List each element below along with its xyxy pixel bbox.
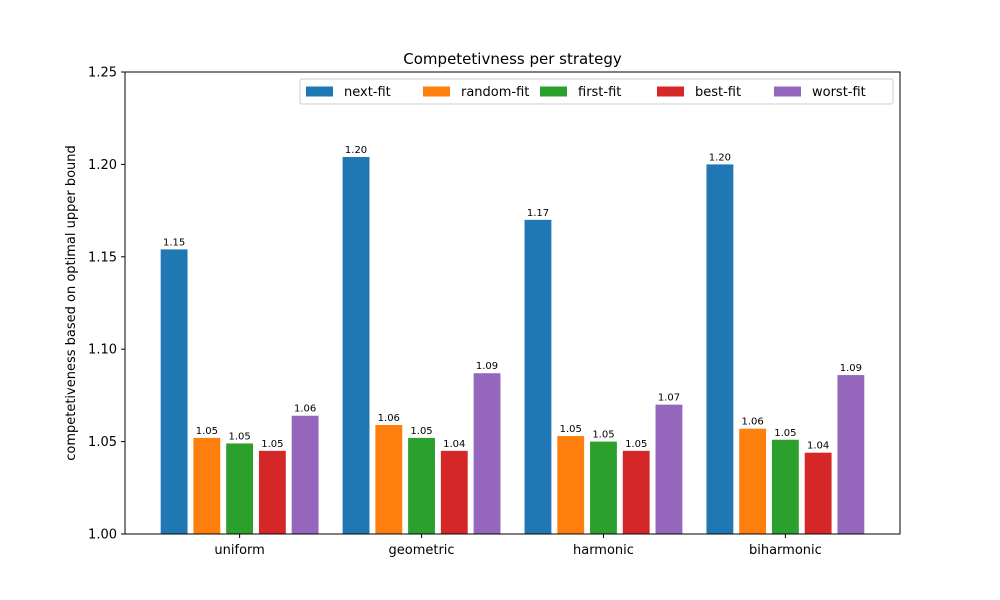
plot-frame xyxy=(124,71,901,535)
y-tick-label: 1.20 xyxy=(88,158,117,173)
bar-worst-fit-uniform xyxy=(291,415,319,534)
bar-value-label: 1.06 xyxy=(742,417,764,428)
bar-next-fit-biharmonic xyxy=(706,164,734,534)
bar-next-fit-harmonic xyxy=(524,219,552,534)
legend-swatch-worst-fit xyxy=(774,86,801,97)
bar-value-label: 1.17 xyxy=(527,208,549,219)
legend-swatch-random-fit xyxy=(423,86,450,97)
legend-label-next-fit: next-fit xyxy=(344,85,391,100)
bar-value-label: 1.20 xyxy=(709,152,731,163)
bar-value-label: 1.06 xyxy=(378,413,400,424)
bar-value-label: 1.04 xyxy=(807,441,829,452)
legend-frame xyxy=(299,78,894,105)
bar-value-label: 1.09 xyxy=(840,363,862,374)
bar-value-label: 1.05 xyxy=(774,428,796,439)
y-tick-label: 1.00 xyxy=(88,528,117,543)
legend-label-first-fit: first-fit xyxy=(578,85,621,100)
y-tick-label: 1.15 xyxy=(88,250,117,265)
legend-swatch-first-fit xyxy=(540,86,567,97)
bar-worst-fit-geometric xyxy=(473,373,501,534)
bar-best-fit-biharmonic xyxy=(804,452,832,534)
legend-label-random-fit: random-fit xyxy=(461,85,529,100)
bar-best-fit-geometric xyxy=(440,450,468,534)
bar-value-label: 1.05 xyxy=(625,439,647,450)
bar-value-label: 1.05 xyxy=(261,439,283,450)
bar-value-label: 1.07 xyxy=(658,393,680,404)
bar-value-label: 1.05 xyxy=(560,424,582,435)
legend-label-worst-fit: worst-fit xyxy=(812,85,866,100)
bar-value-label: 1.15 xyxy=(163,237,185,248)
bar-first-fit-biharmonic xyxy=(771,439,799,534)
legend-swatch-best-fit xyxy=(657,86,684,97)
bar-best-fit-uniform xyxy=(258,450,286,534)
chart-title: Competetivness per strategy xyxy=(403,50,622,68)
bar-value-label: 1.09 xyxy=(476,361,498,372)
x-tick-label: harmonic xyxy=(573,543,634,558)
bar-first-fit-harmonic xyxy=(590,441,617,534)
bar-labels-group: 1.15 1.05 1.05 1.05 1.06 1.20 1.06 1.05 1.04 1.09… xyxy=(163,145,862,452)
legend-swatch-next-fit xyxy=(306,86,333,97)
bar-worst-fit-biharmonic xyxy=(837,375,865,534)
bars-group xyxy=(160,157,865,534)
bar-value-label: 1.05 xyxy=(592,430,614,441)
bar-next-fit-geometric xyxy=(342,157,370,534)
x-tick-label: geometric xyxy=(389,543,455,558)
bar-random-fit-biharmonic xyxy=(739,428,767,534)
legend: next-fit random-fit first-fit best-fit worst… xyxy=(299,78,894,105)
bar-first-fit-uniform xyxy=(226,443,254,534)
bar-value-label: 1.05 xyxy=(410,426,432,437)
bar-value-label: 1.20 xyxy=(345,145,367,156)
bar-value-label: 1.04 xyxy=(443,439,465,450)
bar-random-fit-uniform xyxy=(193,437,221,534)
bar-value-label: 1.05 xyxy=(196,426,218,437)
y-axis: 1.00 1.05 1.10 1.15 1.20 1.25 xyxy=(88,66,125,543)
bar-next-fit-uniform xyxy=(160,249,188,534)
x-tick-label: uniform xyxy=(214,543,264,558)
y-tick-label: 1.10 xyxy=(88,343,117,358)
bar-first-fit-geometric xyxy=(408,437,435,534)
x-tick-label: biharmonic xyxy=(749,543,822,558)
bar-value-label: 1.05 xyxy=(228,431,250,442)
y-tick-label: 1.05 xyxy=(88,435,117,450)
bar-best-fit-harmonic xyxy=(622,450,650,534)
y-tick-label: 1.25 xyxy=(88,66,117,81)
bar-worst-fit-harmonic xyxy=(655,404,683,534)
bar-value-label: 1.06 xyxy=(294,404,316,415)
x-axis: uniform geometric harmonic biharmonic xyxy=(214,534,822,558)
bar-random-fit-harmonic xyxy=(557,436,585,534)
bar-random-fit-geometric xyxy=(375,424,403,534)
y-axis-label: competetiveness based on optimal upper b… xyxy=(64,145,79,461)
legend-label-best-fit: best-fit xyxy=(695,85,741,100)
